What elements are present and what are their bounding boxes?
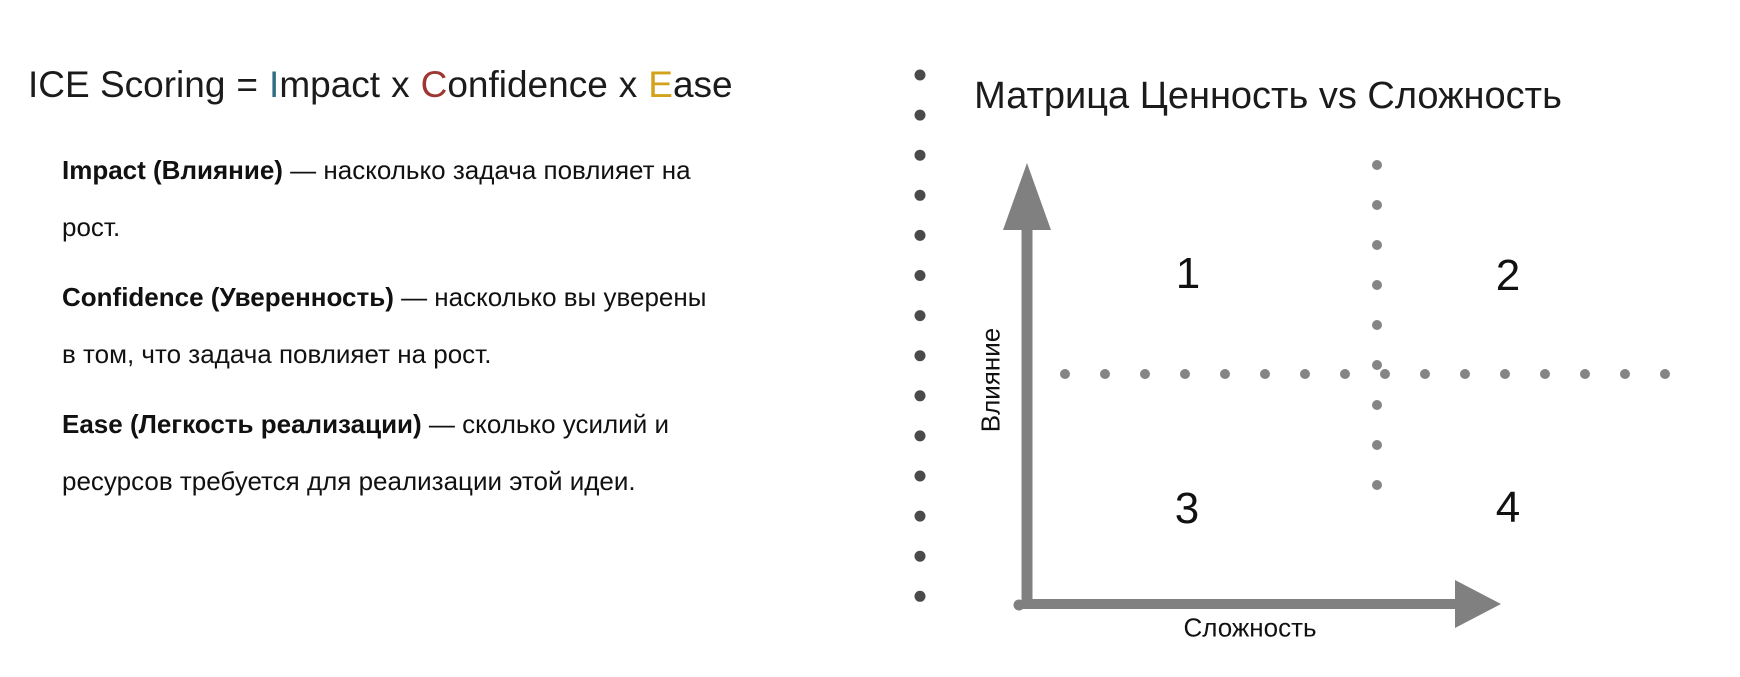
- ease-initial-letter: E: [648, 64, 673, 105]
- quadrant-2-label: 2: [1495, 251, 1521, 300]
- equals-sign: =: [236, 64, 259, 105]
- y-axis-arrowhead: [1003, 163, 1051, 230]
- impact-definition-text-2: рост.: [62, 212, 121, 242]
- impact-rest: mpact: [279, 64, 381, 105]
- multiply-sign-2: x: [618, 64, 638, 105]
- impact-definition-paragraph: Impact (Влияние) — насколько задача повл…: [62, 142, 706, 256]
- x-axis-arrowhead: [1455, 580, 1501, 628]
- x-axis-label: Сложность: [1183, 612, 1317, 643]
- quadrant-4-label: 4: [1495, 483, 1521, 532]
- origin-dot: [1013, 599, 1025, 611]
- ice-scoring-formula-title: ICE Scoring = Impact x Confidence x Ease: [28, 62, 733, 108]
- confidence-definition-text-2: в том, что задача повлияет на рост.: [62, 339, 492, 369]
- confidence-term-bold: Confidence (Уверенность): [62, 282, 394, 312]
- ease-definition-paragraph: Ease (Легкость реализации) — сколько уси…: [62, 396, 706, 510]
- definitions-text-block: Impact (Влияние) — насколько задача повл…: [62, 142, 706, 523]
- y-axis-label: Влияние: [975, 327, 1006, 433]
- ease-definition-text-2: ресурсов требуется для реализации этой и…: [62, 466, 636, 496]
- text-line: Impact (Влияние) — насколько задача повл…: [62, 142, 706, 199]
- multiply-sign-1: x: [391, 64, 410, 105]
- text-line: ресурсов требуется для реализации этой и…: [62, 453, 706, 510]
- ease-term-bold: Ease (Легкость реализации): [62, 409, 422, 439]
- ease-definition-text: — сколько усилий и: [421, 409, 669, 439]
- ease-rest: ase: [672, 64, 733, 105]
- matrix-title: Матрица Ценность vs Сложность: [974, 75, 1562, 117]
- term-impact: Impact: [269, 64, 380, 105]
- term-confidence: Confidence: [421, 64, 608, 105]
- quadrant-3-label: 3: [1174, 484, 1200, 533]
- quadrant-1-label: 1: [1175, 249, 1201, 298]
- confidence-rest: onfidence: [447, 64, 608, 105]
- confidence-definition-text: — насколько вы уверены: [393, 282, 707, 312]
- impact-initial-letter: I: [269, 64, 280, 105]
- term-ease: Ease: [648, 64, 732, 105]
- text-line: в том, что задача повлияет на рост.: [62, 326, 706, 383]
- confidence-initial-letter: C: [420, 64, 448, 105]
- text-line: Ease (Легкость реализации) — сколько уси…: [62, 396, 706, 453]
- text-line: рост.: [62, 199, 706, 256]
- impact-definition-text: — насколько задача повлияет на: [282, 155, 691, 185]
- formula-prefix: ICE Scoring: [28, 64, 226, 105]
- confidence-definition-paragraph: Confidence (Уверенность) — насколько вы …: [62, 269, 706, 383]
- text-line: Confidence (Уверенность) — насколько вы …: [62, 269, 706, 326]
- impact-term-bold: Impact (Влияние): [62, 155, 283, 185]
